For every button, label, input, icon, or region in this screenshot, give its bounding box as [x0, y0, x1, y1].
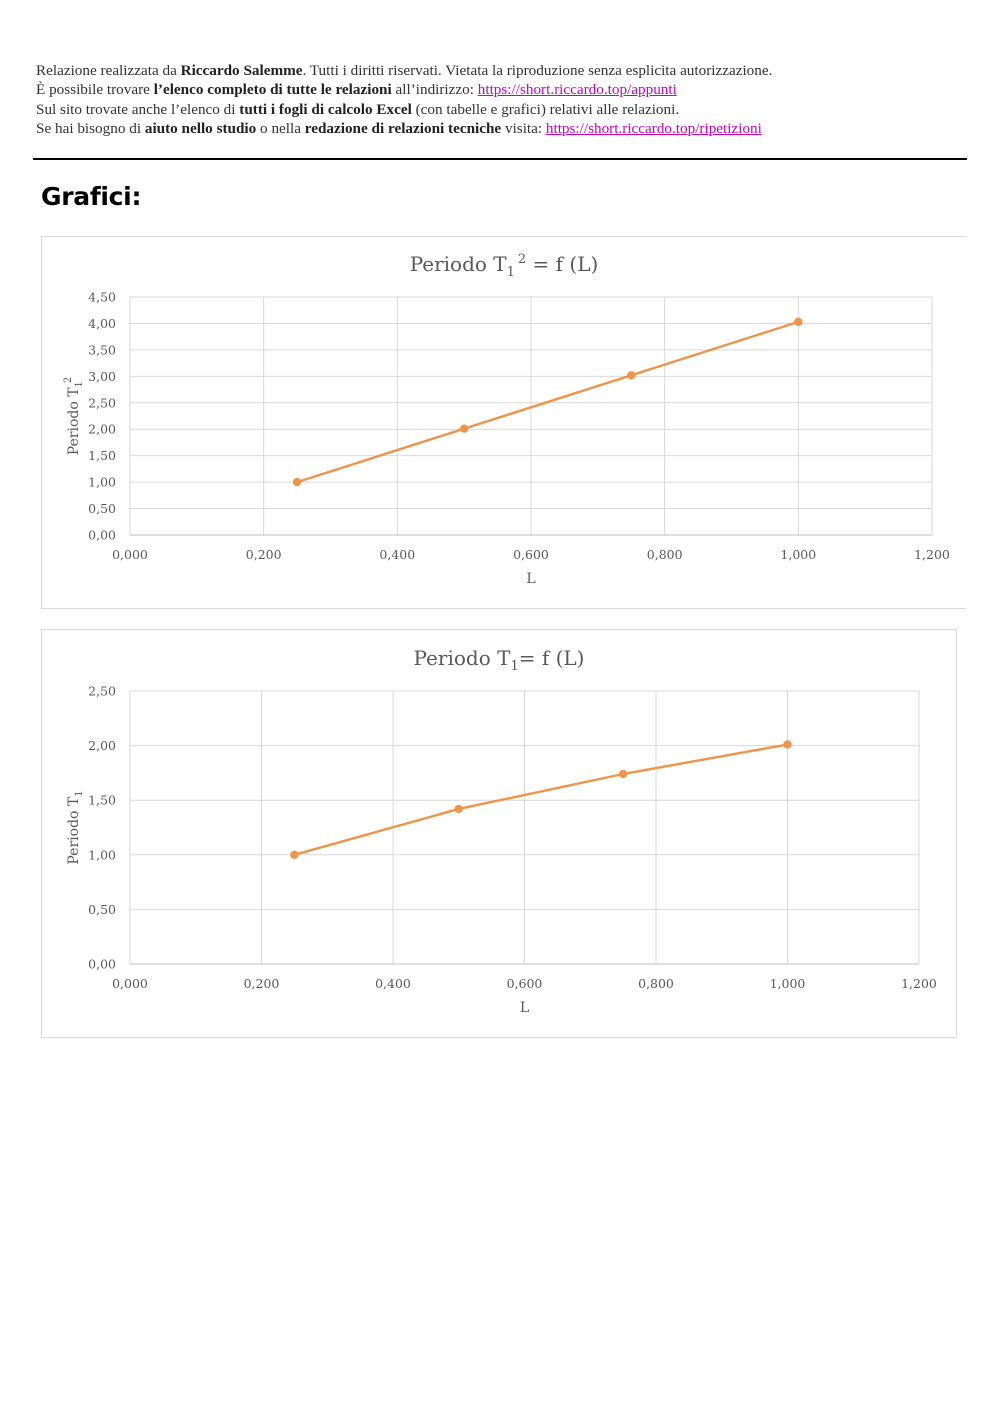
chart-2-svg: Periodo T1= f (L) 0,00 0,50 1,00 1,50 2,00 2,5…	[66, 646, 937, 1016]
y-tick-label: 3,50	[88, 342, 116, 357]
chart-1-svg: Periodo T12 = f (L) 0,00 0,50 1,00 1,50 2,00 2…	[63, 252, 950, 587]
x-tick-label: 1,200	[914, 547, 950, 562]
section-title: Grafici:	[41, 182, 142, 211]
y-tick-label: 1,50	[88, 448, 116, 463]
header-text: . Tutti i diritti riservati. Vietata la …	[302, 62, 773, 79]
x-tick-label: 1,000	[780, 547, 816, 562]
chart-title: Periodo T1= f (L)	[414, 646, 585, 674]
appunti-link[interactable]: https://short.riccardo.top/appunti	[477, 81, 677, 99]
series-line	[296, 320, 799, 484]
gridlines	[129, 296, 933, 536]
x-tick-label: 0,600	[513, 547, 549, 562]
data-point	[290, 850, 299, 859]
y-tick-label: 4,50	[88, 290, 116, 305]
copyright-header: Relazione realizzata da Riccardo Salemme…	[36, 61, 976, 138]
y-tick-label: 2,00	[88, 422, 116, 437]
y-tick-label: 3,00	[88, 369, 116, 384]
data-point	[618, 769, 628, 779]
header-text: Sul sito trovate anche l’elenco di	[36, 100, 240, 118]
x-tick-label: 0,200	[246, 547, 282, 562]
data-point	[459, 424, 469, 433]
author-name: Riccardo Salemme	[180, 62, 303, 79]
header-text: Se hai bisogno di	[36, 119, 145, 137]
data-point	[627, 371, 636, 380]
y-tick-label: 0,00	[88, 528, 116, 543]
y-tick-label: 1,00	[88, 475, 116, 490]
y-axis-title: Periodo T1	[66, 790, 85, 864]
x-tick-label: 0,000	[112, 976, 148, 991]
data-point	[292, 477, 302, 487]
y-tick-label: 1,50	[88, 793, 116, 808]
x-axis-title: L	[526, 571, 535, 587]
chart-title: Periodo T12 = f (L)	[410, 252, 599, 280]
y-tick-label: 0,00	[88, 957, 116, 972]
x-axis-title: L	[520, 1000, 529, 1016]
ripetizioni-link[interactable]: https://short.riccardo.top/ripetizioni	[545, 119, 762, 137]
chart-period: Periodo T1= f (L) 0,00 0,50 1,00 1,50 2,00 2,5…	[41, 629, 957, 1038]
y-tick-label: 1,00	[88, 847, 116, 862]
x-tick-label: 0,800	[638, 976, 674, 991]
header-text: (con tabelle e grafici) relativi alle re…	[411, 100, 680, 118]
header-bold-text: redazione di relazioni tecniche	[304, 119, 502, 137]
header-text: È possibile trovare	[36, 81, 154, 99]
header-bold-text: aiuto nello studio	[144, 119, 257, 137]
header-bold-text: tutti i fogli di calcolo Excel	[239, 100, 412, 118]
header-text: Relazione realizzata da	[36, 62, 181, 79]
header-text: visita:	[501, 119, 546, 137]
x-tick-label: 0,800	[647, 547, 683, 562]
y-tick-label: 2,00	[88, 738, 116, 753]
y-tick-label: 2,50	[88, 395, 116, 410]
header-line-2: È possibile trovare l’elenco completo di…	[36, 80, 976, 99]
header-line-1: Relazione realizzata da Riccardo Salemme…	[36, 61, 976, 80]
x-tick-label: 1,000	[770, 976, 806, 991]
series-line	[294, 743, 788, 856]
y-tick-label: 4,00	[88, 316, 116, 331]
x-tick-label: 0,600	[507, 976, 543, 991]
y-tick-label: 2,50	[88, 684, 116, 699]
data-point	[454, 804, 463, 814]
header-text: all’indirizzo:	[391, 81, 478, 99]
x-tick-label: 0,000	[112, 547, 148, 562]
y-axis-title: Periodo T12	[63, 377, 85, 456]
gridlines	[129, 690, 920, 965]
x-tick-label: 1,200	[901, 976, 937, 991]
y-tick-label: 0,50	[88, 501, 116, 516]
header-line-4: Se hai bisogno di aiuto nello studio o n…	[36, 119, 976, 138]
header-text: o nella	[256, 119, 305, 137]
x-tick-label: 0,200	[244, 976, 280, 991]
header-bold-text: l’elenco completo di tutte le relazioni	[153, 81, 392, 99]
header-line-3: Sul sito trovate anche l’elenco di tutti…	[36, 100, 976, 119]
x-tick-label: 0,400	[379, 547, 415, 562]
data-point	[794, 317, 803, 327]
x-tick-label: 0,400	[375, 976, 411, 991]
chart-period-squared: Periodo T12 = f (L) 0,00 0,50 1,00 1,50 2,00 2…	[41, 236, 966, 609]
header-divider	[33, 158, 967, 160]
data-point	[783, 740, 792, 749]
y-tick-label: 0,50	[88, 902, 116, 917]
